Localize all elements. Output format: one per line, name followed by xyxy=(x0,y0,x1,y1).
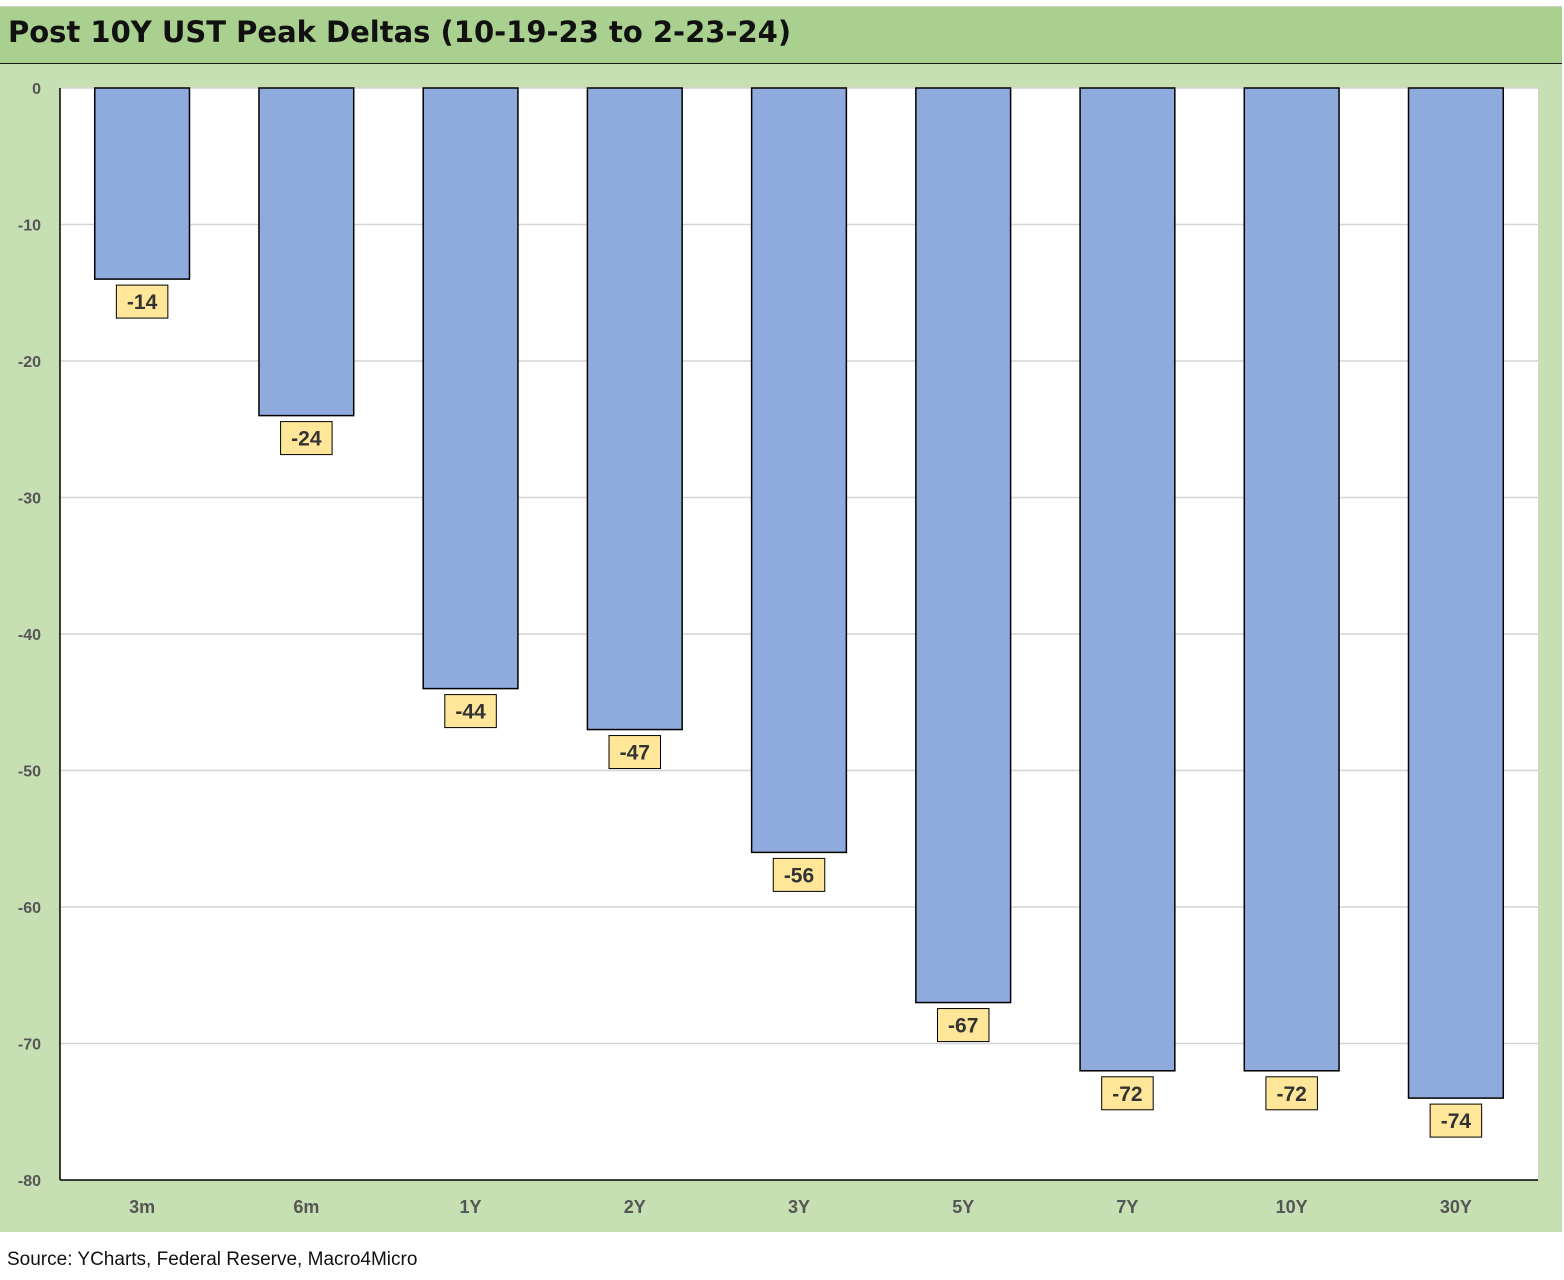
data-label-box xyxy=(772,857,826,892)
y-tick-label: -20 xyxy=(18,354,41,371)
data-label-box xyxy=(936,1008,990,1043)
data-label-box xyxy=(608,735,662,770)
data-label-box xyxy=(280,421,333,456)
x-tick-label: 5Y xyxy=(952,1197,974,1217)
x-tick-label: 7Y xyxy=(1116,1197,1138,1217)
bar-1Y xyxy=(422,87,519,690)
x-tick-label: 3Y xyxy=(788,1197,810,1217)
bar-chart: 0 -10 -20 -30 -40 -50 -60 -70 -80 -14 3m -24 6m -44 1Y… xyxy=(18,81,1538,1217)
x-tick-label: 2Y xyxy=(624,1197,646,1217)
bar-7Y xyxy=(1079,87,1176,1072)
bar-10Y xyxy=(1243,87,1340,1072)
y-tick-label: -80 xyxy=(18,1173,41,1190)
x-tick-label: 10Y xyxy=(1276,1197,1308,1217)
data-label: -47 xyxy=(620,742,650,765)
bar-5Y xyxy=(915,87,1012,1004)
source-note: Source: YCharts, Federal Reserve, Macro4… xyxy=(7,1249,418,1270)
data-label: -72 xyxy=(1276,1083,1306,1106)
y-tick-label: -70 xyxy=(18,1037,41,1054)
chart-title: Post 10Y UST Peak Deltas (10-19-23 to 2-… xyxy=(8,15,792,49)
bar-6m xyxy=(258,87,355,417)
x-tick-label: 30Y xyxy=(1440,1197,1472,1217)
bar-3m xyxy=(93,87,191,280)
bar-3Y xyxy=(750,87,848,854)
data-label-box xyxy=(1265,1076,1318,1111)
x-tick-label: 3m xyxy=(129,1197,155,1217)
y-tick-label: -30 xyxy=(18,491,41,508)
chart-area: 0 -10 -20 -30 -40 -50 -60 -70 -80 -14 3m -24 6m -44 1Y… xyxy=(0,64,1562,1232)
data-label: -74 xyxy=(1441,1110,1472,1133)
data-label-box xyxy=(115,284,169,319)
data-label: -56 xyxy=(784,864,814,887)
y-tick-label: -50 xyxy=(18,764,41,781)
data-label: -44 xyxy=(455,701,486,724)
bar-2Y xyxy=(586,87,683,731)
x-tick-label: 6m xyxy=(293,1197,319,1217)
y-tick-label: -40 xyxy=(18,627,41,644)
data-label: -67 xyxy=(948,1015,978,1038)
title-bar: Post 10Y UST Peak Deltas (10-19-23 to 2-… xyxy=(0,6,1562,65)
data-label: -72 xyxy=(1112,1083,1142,1106)
x-tick-label: 1Y xyxy=(460,1197,482,1217)
y-tick-label: -10 xyxy=(18,218,41,235)
bar-30Y xyxy=(1407,87,1505,1099)
data-label: -14 xyxy=(127,291,158,314)
data-label-box xyxy=(1429,1103,1483,1138)
data-label-box xyxy=(444,694,497,729)
data-label: -24 xyxy=(291,428,322,451)
data-label-box xyxy=(1101,1076,1154,1111)
y-tick-label: 0 xyxy=(32,81,41,98)
y-tick-label: -60 xyxy=(18,900,41,917)
